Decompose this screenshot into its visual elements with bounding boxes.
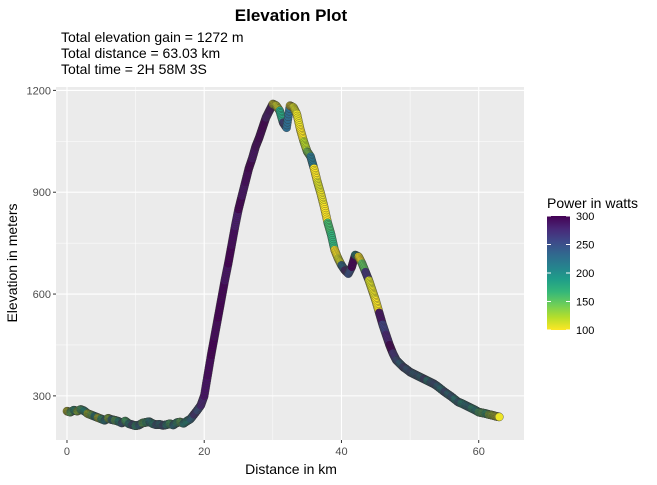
y-axis-ticks: 300 600 900 1200: [27, 85, 56, 403]
chart-title: Elevation Plot: [235, 6, 348, 25]
data-points: [62, 99, 504, 431]
subtitle-line-3: Total time = 2H 58M 3S: [61, 61, 207, 77]
x-axis-label: Distance in km: [245, 461, 337, 477]
y-tick-label: 600: [33, 289, 51, 301]
legend-colorbar: [547, 216, 570, 330]
legend-tick-label: 100: [576, 325, 594, 337]
data-point: [495, 412, 504, 422]
x-tick-label: 60: [473, 446, 485, 458]
y-tick-label: 1200: [27, 85, 51, 97]
legend-tick-label: 250: [576, 240, 594, 252]
plot-panel: [56, 87, 524, 440]
y-axis-label: Elevation in meters: [4, 203, 20, 322]
y-tick-label: 300: [33, 391, 51, 403]
legend-ticks: 100 150 200 250 300: [547, 211, 594, 337]
legend: Power in watts 100 150 200 250 300: [547, 195, 638, 337]
legend-tick-label: 200: [576, 268, 594, 280]
legend-tick-label: 150: [576, 297, 594, 309]
subtitle-line-2: Total distance = 63.03 km: [61, 45, 220, 61]
x-axis-ticks: 0 20 40 60: [64, 440, 485, 458]
y-tick-label: 900: [33, 187, 51, 199]
x-tick-label: 40: [335, 446, 347, 458]
x-tick-label: 20: [198, 446, 210, 458]
subtitle-line-1: Total elevation gain = 1272 m: [61, 29, 244, 45]
x-tick-label: 0: [64, 446, 70, 458]
legend-title: Power in watts: [547, 195, 638, 211]
legend-tick-label: 300: [576, 211, 594, 223]
